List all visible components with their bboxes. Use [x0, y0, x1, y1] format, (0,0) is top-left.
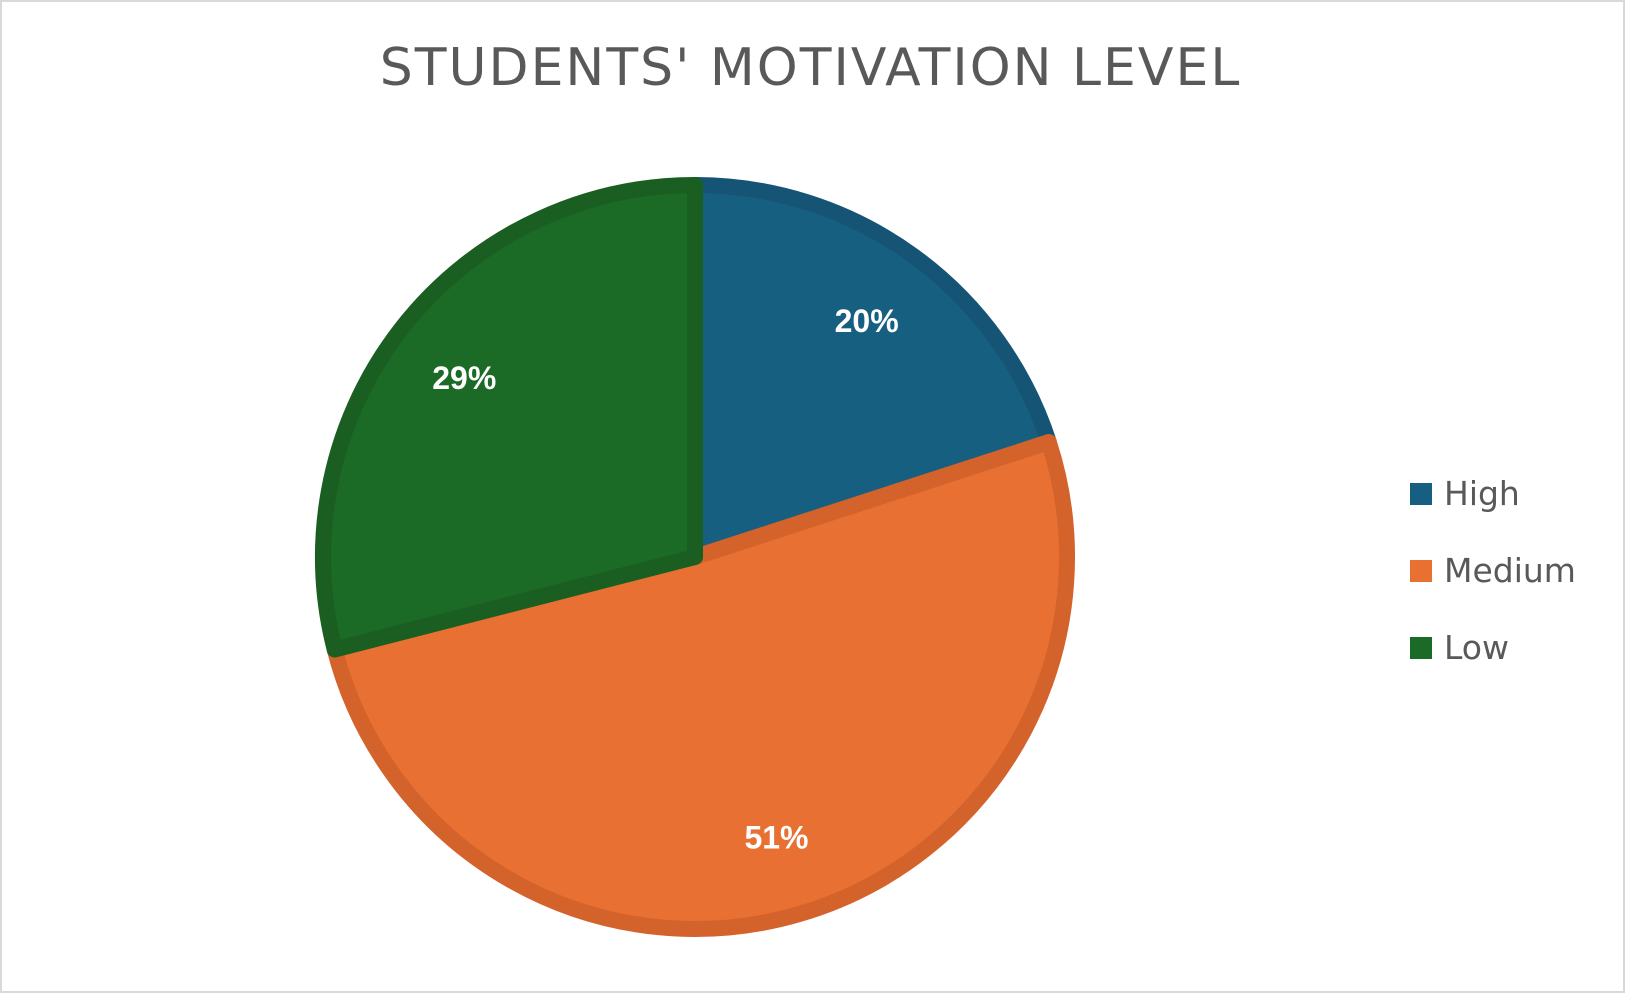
legend-item-high: High [1410, 455, 1576, 532]
pie-slice-low [315, 177, 703, 658]
legend-item-medium: Medium [1410, 532, 1576, 609]
legend: High Medium Low [1410, 455, 1576, 686]
legend-item-low: Low [1410, 609, 1576, 686]
data-label-medium: 51% [744, 819, 808, 855]
data-label-high: 20% [835, 303, 899, 339]
pie-slice-medium [326, 434, 1075, 938]
pie-data-labels: 20% 51% 29% [432, 303, 898, 856]
legend-label-medium: Medium [1444, 551, 1576, 590]
legend-swatch-high [1410, 482, 1432, 505]
legend-label-high: High [1444, 474, 1520, 513]
chart-title: STUDENTS' MOTIVATION LEVEL [379, 38, 1242, 98]
pie-slices [315, 177, 1075, 938]
data-label-low: 29% [432, 360, 496, 396]
legend-swatch-medium [1410, 559, 1432, 582]
legend-swatch-low [1410, 636, 1432, 659]
legend-label-low: Low [1444, 628, 1509, 667]
